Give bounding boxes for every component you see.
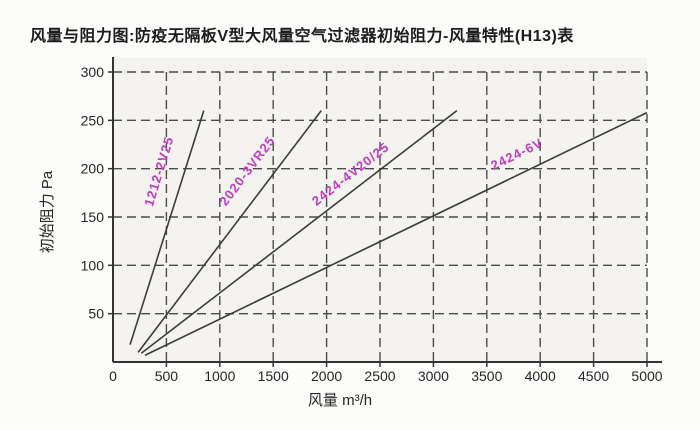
series-line-2020-3VR25 (137, 110, 322, 353)
x-tick-label: 3500 (471, 368, 502, 384)
y-tick-label: 200 (81, 161, 105, 177)
y-axis-label: 初始阻力 Pa (39, 170, 56, 253)
x-tick-label: 1000 (204, 368, 235, 384)
x-tick-label: 0 (109, 368, 117, 384)
y-tick-label: 150 (81, 209, 105, 225)
series-line-2424-4V20/25 (140, 110, 458, 354)
series-line-1212-2V25 (129, 110, 205, 345)
x-tick-label: 4000 (525, 368, 556, 384)
x-tick-label: 500 (155, 368, 179, 384)
x-axis-label: 风量 m³/h (308, 392, 372, 409)
x-tick-label: 2000 (311, 368, 342, 384)
x-tick-label: 1500 (258, 368, 289, 384)
x-tick-label: 2500 (364, 368, 395, 384)
chart-title: 风量与阻力图:防疫无隔板V型大风量空气过滤器初始阻力-风量特性(H13)表 (30, 28, 574, 45)
series-line-2424-6V (144, 111, 648, 356)
y-tick-label: 100 (81, 257, 105, 273)
y-tick-label: 50 (88, 306, 104, 322)
y-tick-label: 250 (81, 112, 105, 128)
x-tick-label: 5000 (631, 368, 662, 384)
y-tick-label: 300 (81, 64, 105, 80)
x-tick-label: 4500 (578, 368, 609, 384)
x-tick-label: 3000 (418, 368, 449, 384)
